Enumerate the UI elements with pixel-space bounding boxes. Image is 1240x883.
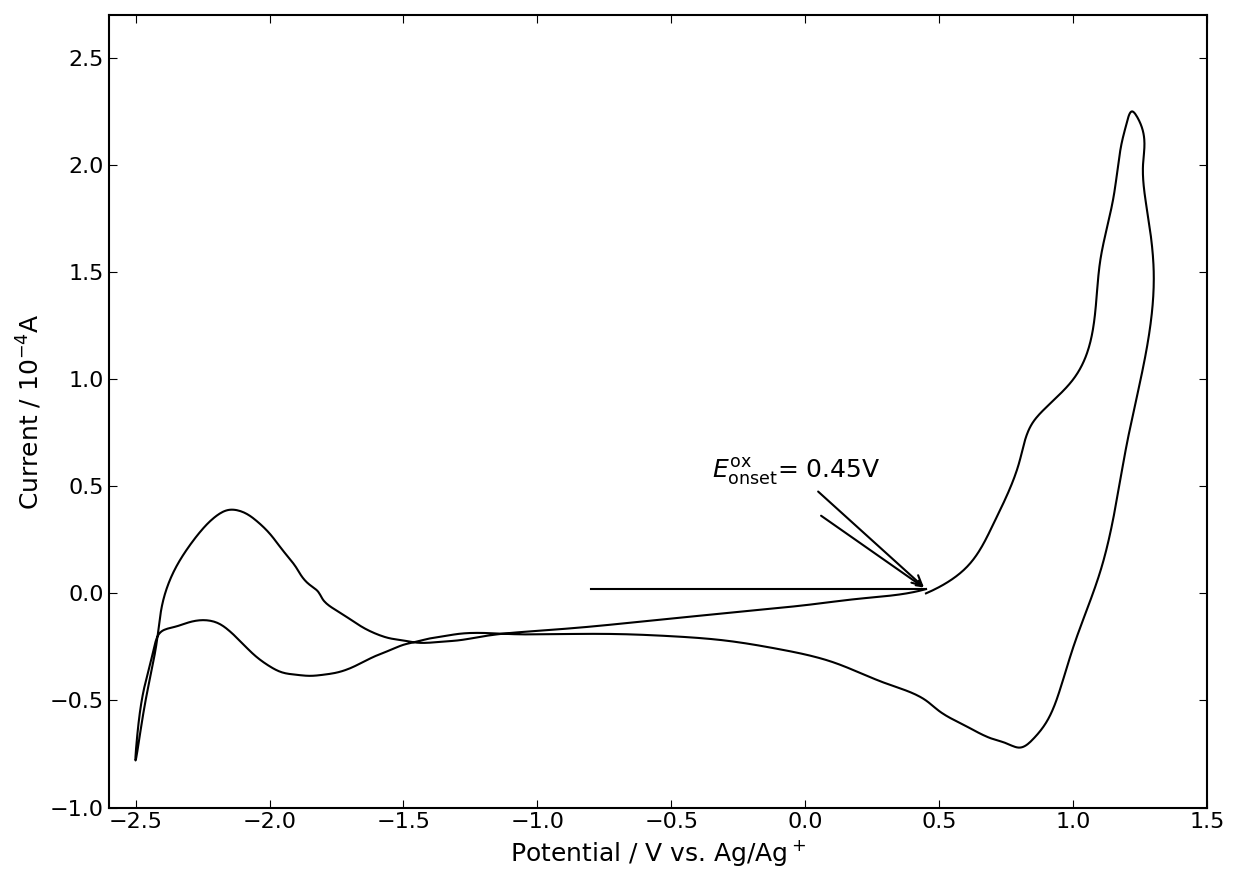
X-axis label: Potential / V vs. Ag/Ag$^+$: Potential / V vs. Ag/Ag$^+$	[510, 838, 806, 868]
Text: $E_{\mathrm{onset}}^{\mathrm{ox}}$= 0.45V: $E_{\mathrm{onset}}^{\mathrm{ox}}$= 0.45…	[712, 456, 923, 585]
Y-axis label: Current / 10$^{-4}$A: Current / 10$^{-4}$A	[15, 313, 45, 509]
